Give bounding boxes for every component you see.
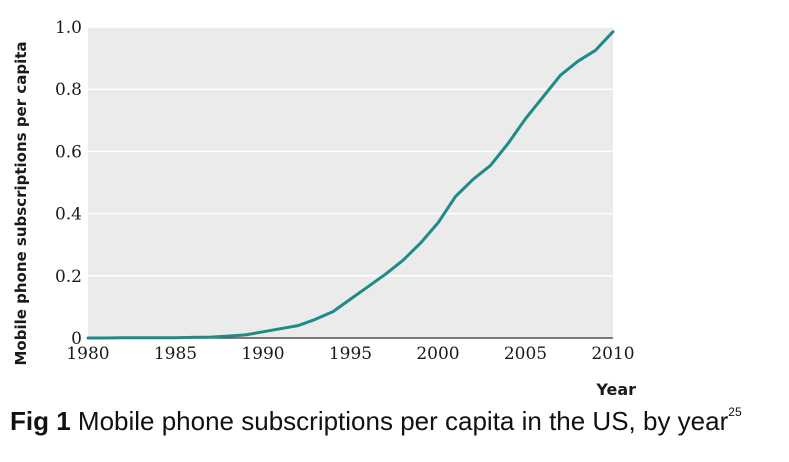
x-axis-label: Year (595, 380, 636, 399)
x-tick-label: 1990 (241, 344, 284, 364)
x-tick-label: 1985 (154, 344, 197, 364)
y-tick-label: 0 (71, 329, 82, 349)
x-tick-label: 2010 (591, 344, 634, 364)
x-tick-labels: 1980 1985 1990 1995 2000 2005 2010 (66, 344, 634, 364)
y-tick-label: 1.0 (55, 18, 82, 38)
x-tick-label: 1995 (329, 344, 372, 364)
figure-caption: Fig 1 Mobile phone subscriptions per cap… (10, 405, 742, 437)
caption-reference: 25 (728, 405, 742, 419)
series-line-0 (86, 30, 615, 340)
y-tick-label: 0.4 (55, 205, 82, 225)
x-tick-label: 2000 (416, 344, 459, 364)
y-tick-labels: 0 0.2 0.4 0.6 0.8 1.0 (55, 18, 82, 349)
series-lines (86, 30, 615, 340)
caption-text: Mobile phone subscriptions per capita in… (77, 406, 729, 436)
y-tick-label: 0.8 (55, 80, 82, 100)
y-axis-label: Mobile phone subscriptions per capita (12, 41, 30, 365)
plot-background (88, 27, 613, 338)
grid-lines (88, 26, 613, 277)
y-tick-label: 0.2 (55, 267, 82, 287)
line-chart: 0 0.2 0.4 0.6 0.8 1.0 1980 1985 1990 1995 2000 200… (12, 18, 636, 399)
x-tick-label: 2005 (504, 344, 547, 364)
y-tick-label: 0.6 (55, 142, 82, 162)
caption-figure-number: Fig 1 (10, 406, 71, 436)
x-tick-label: 1980 (66, 344, 109, 364)
